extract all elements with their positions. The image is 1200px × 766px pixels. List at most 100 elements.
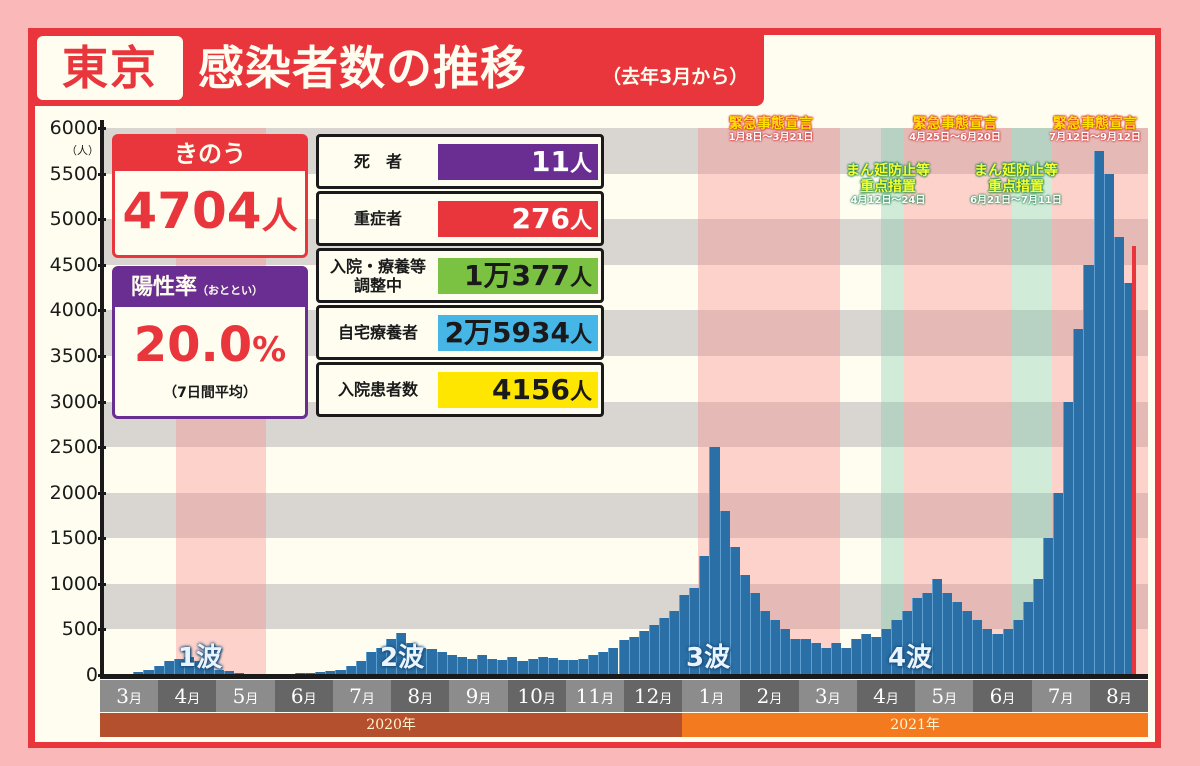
data-bar	[790, 638, 801, 675]
grid-band	[103, 492, 1148, 539]
data-bar	[487, 658, 498, 675]
y-tick-label: 1000	[32, 574, 106, 594]
y-tick-label: 1500	[32, 528, 106, 548]
y-tick-label: 0	[32, 665, 106, 685]
data-bar	[628, 636, 639, 675]
data-bar	[1012, 620, 1023, 675]
data-bar	[335, 670, 346, 675]
emergency-period-band	[904, 128, 1012, 675]
wave-label-4: 4波	[888, 643, 933, 673]
stat-value: 11人	[438, 144, 598, 180]
data-bar	[456, 656, 467, 675]
data-bar	[446, 654, 457, 675]
data-bar	[163, 661, 174, 675]
data-bar	[921, 592, 932, 675]
wave-label-2: 2波	[380, 643, 425, 673]
data-bar	[800, 638, 811, 675]
wave-label-3: 3波	[686, 643, 731, 673]
y-axis	[100, 120, 104, 678]
month-label: 8月	[391, 680, 450, 712]
wave-label-1: 1波	[178, 643, 223, 673]
emergency-title: 緊急事態宣言	[729, 116, 813, 132]
stat-value: 1万377人	[438, 258, 598, 294]
data-bar	[305, 672, 316, 675]
semi-title-line2: 重点措置	[988, 179, 1044, 195]
data-bar	[578, 658, 589, 675]
semi-emergency-period-band	[880, 128, 905, 675]
data-bar	[618, 640, 629, 675]
yesterday-cases-card: きのう 4704人	[112, 134, 308, 258]
year-label: 2021年	[682, 713, 1148, 737]
data-bar	[1113, 237, 1124, 675]
title-city: 東京	[37, 36, 183, 100]
month-label: 5月	[915, 680, 974, 712]
data-bar	[153, 665, 164, 675]
data-bar	[183, 656, 194, 675]
stat-row: 死 者 11人	[316, 134, 604, 189]
y-tick-label: 3000	[32, 392, 106, 412]
data-bar	[416, 647, 427, 675]
data-bar	[476, 654, 488, 675]
data-bar	[507, 656, 518, 675]
title-subtitle: （去年3月から）	[602, 66, 749, 88]
data-bar	[1022, 602, 1033, 675]
data-bar	[699, 556, 710, 675]
data-bar	[648, 624, 659, 675]
month-label: 4月	[158, 680, 217, 712]
data-bar	[861, 633, 872, 675]
y-tick-label: 6000	[32, 118, 106, 138]
data-bar	[386, 638, 397, 675]
month-label: 8月	[1089, 680, 1148, 712]
month-label: 7月	[332, 680, 392, 712]
positivity-value: 20.0%	[133, 317, 287, 373]
semi-dates: 6月21日〜7月11日	[970, 195, 1062, 206]
semi-emergency-label-2: まん延防止等 重点措置 6月21日〜7月11日	[962, 163, 1070, 207]
semi-title-line2: 重点措置	[860, 179, 916, 195]
y-tick-label: 500	[32, 619, 106, 639]
data-bar	[911, 597, 922, 675]
month-label: 12月	[624, 680, 683, 712]
data-bar	[669, 611, 680, 675]
data-bar	[537, 656, 548, 675]
semi-title-line1: まん延防止等	[974, 163, 1058, 179]
positivity-note: （7日間平均）	[163, 385, 257, 401]
data-bar	[719, 510, 730, 675]
data-bar	[1093, 150, 1104, 675]
emergency-label-3: 緊急事態宣言 7月12日〜9月12日	[1040, 116, 1150, 144]
data-bar	[972, 620, 983, 675]
stat-value: 2万5934人	[438, 315, 598, 351]
semi-title-line1: まん延防止等	[846, 163, 930, 179]
data-bar	[517, 661, 528, 675]
month-label: 10月	[507, 680, 566, 712]
emergency-title: 緊急事態宣言	[913, 116, 997, 132]
emergency-dates: 1月8日〜3月21日	[728, 132, 814, 143]
data-bar	[780, 629, 791, 675]
data-bar	[962, 611, 973, 675]
month-label: 2月	[740, 680, 799, 712]
data-bar	[315, 672, 326, 675]
data-bar	[436, 652, 447, 675]
y-tick-label: 4000	[32, 300, 106, 320]
data-bar	[941, 592, 953, 675]
data-bar	[1073, 328, 1084, 675]
semi-emergency-label-1: まん延防止等 重点措置 4月12日〜24日	[834, 163, 942, 207]
y-tick-label: 3500	[32, 346, 106, 366]
data-bar	[679, 594, 690, 675]
data-bar	[850, 638, 862, 675]
emergency-dates: 4月25日〜6月20日	[909, 132, 1001, 143]
data-bar	[760, 611, 771, 675]
page-title: 感染者数の推移	[198, 41, 527, 95]
data-bar	[355, 661, 366, 675]
stat-label: 自宅療養者	[337, 323, 418, 342]
data-bar	[1032, 579, 1043, 675]
month-label: 3月	[798, 680, 857, 712]
data-bar	[224, 671, 235, 675]
data-bar	[193, 661, 205, 675]
yesterday-label: きのう	[115, 137, 305, 171]
data-bar	[325, 671, 336, 675]
y-tick-label: 2500	[32, 437, 106, 457]
stat-row: 入院・療養等 調整中 1万377人	[316, 248, 604, 303]
yesterday-value: 4704人	[122, 182, 298, 240]
data-bar	[1043, 538, 1054, 675]
stat-label: 入院患者数	[337, 380, 418, 399]
